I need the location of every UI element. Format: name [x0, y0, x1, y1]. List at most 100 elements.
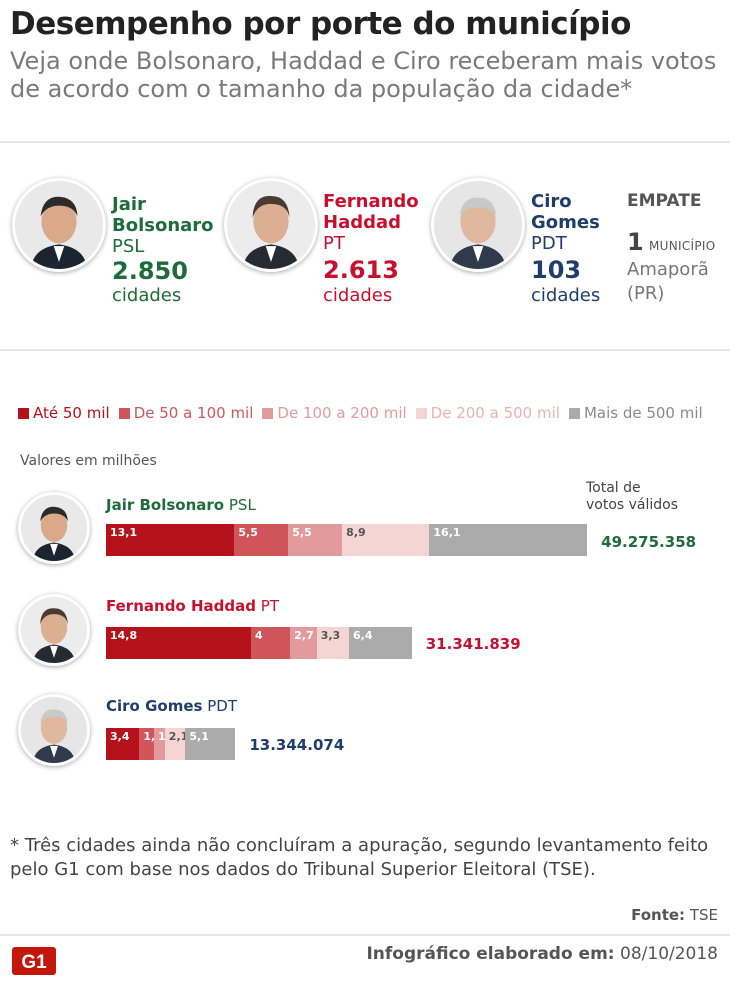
- bolsonaro-photo-icon: [12, 178, 106, 272]
- bar-segment-label: 6,4: [353, 629, 373, 642]
- bar-segment: 5,5: [234, 524, 289, 556]
- bar-segment-label: 13,1: [110, 526, 138, 539]
- haddad-row-photo-icon: [18, 594, 90, 666]
- legend-item: De 200 a 500 mil: [415, 404, 560, 422]
- bar-segment: 2,7: [290, 627, 317, 659]
- ciro-row-photo-icon: [18, 694, 90, 766]
- bolsonaro-stacked-bar: 13,1 5,5 5,5 8,9 16,1: [106, 524, 588, 556]
- tie-count: 1: [627, 228, 644, 256]
- footnote: * Três cidades ainda não concluíram a ap…: [10, 835, 709, 880]
- g1-logo-icon: G1: [12, 947, 56, 975]
- tie-city-state: (PR): [627, 283, 665, 304]
- source-value: TSE: [689, 906, 718, 924]
- haddad-row-full-name: Fernando Haddad: [106, 597, 256, 615]
- bar-segment: 4: [251, 627, 291, 659]
- bar-segment: 13,1: [106, 524, 235, 556]
- bolsonaro-row-photo-icon: [18, 492, 90, 564]
- bar-segment: 1,5: [139, 728, 163, 760]
- legend-label: Até 50 mil: [33, 404, 110, 422]
- tie-label: EMPATE: [627, 191, 702, 211]
- legend-swatch: [568, 407, 580, 419]
- total-header-line2: votos válidos: [586, 497, 679, 513]
- bar-segment: 6,4: [349, 627, 412, 659]
- credit-date: 08/10/2018: [620, 944, 718, 964]
- legend-item: De 100 a 200 mil: [262, 404, 407, 422]
- ciro-stacked-bar: 3,4 1,51,12,15,1: [106, 728, 236, 760]
- haddad-city-unit: cidades: [323, 285, 393, 306]
- g1-logo-text: G1: [21, 952, 47, 973]
- bar-segment-label: 5,5: [238, 526, 258, 539]
- bar-segment-label: 3,3: [320, 629, 341, 642]
- ciro-row-name: Ciro Gomes PDT: [106, 697, 237, 715]
- legend-item: De 50 a 100 mil: [118, 404, 254, 422]
- legend-item: Até 50 mil: [18, 404, 110, 422]
- legend-label: De 50 a 100 mil: [133, 404, 254, 422]
- page-subtitle: Veja onde Bolsonaro, Haddad e Ciro receb…: [10, 47, 717, 103]
- ciro-city-count: 103: [531, 256, 582, 284]
- haddad-party: PT: [323, 233, 345, 254]
- bar-segment-label: 14,8: [110, 629, 138, 642]
- bar-segment: 14,8: [106, 627, 252, 659]
- bar-segment: 1,1: [154, 728, 178, 760]
- legend-swatch: [415, 407, 427, 419]
- tie-count-unit: MUNICÍPIO: [649, 239, 716, 253]
- ciro-row-full-name: Ciro Gomes: [106, 697, 203, 715]
- legend-label: De 200 a 500 mil: [430, 404, 560, 422]
- total-header-line1: Total de: [586, 480, 641, 496]
- haddad-stacked-bar: 14,8 4 2,7 3,3 6,4: [106, 627, 412, 659]
- ciro-last-name: Gomes: [531, 212, 600, 233]
- page-title: Desempenho por porte do município: [10, 6, 631, 42]
- bar-segment-label: 3,4: [110, 730, 130, 743]
- source: Fonte: TSE: [631, 906, 718, 924]
- haddad-first-name: Fernando: [323, 191, 419, 212]
- bar-segment-label: 4: [255, 629, 263, 642]
- bolsonaro-last-name: Bolsonaro: [112, 215, 214, 236]
- legend-item: Mais de 500 mil: [568, 404, 703, 422]
- haddad-photo-icon: [224, 178, 318, 272]
- bar-segment-label: 2,1: [168, 730, 189, 743]
- bolsonaro-party: PSL: [112, 236, 145, 257]
- bar-segment: 5,5: [288, 524, 343, 556]
- bar-segment-label: 5,1: [189, 730, 209, 743]
- haddad-row-name: Fernando Haddad PT: [106, 597, 279, 615]
- tie-city: Amaporã (PR): [627, 258, 709, 306]
- haddad-last-name: Haddad: [323, 212, 402, 233]
- bar-segment-label: 8,9: [346, 526, 366, 539]
- legend-label: Mais de 500 mil: [583, 404, 703, 422]
- haddad-city-count: 2.613: [323, 256, 399, 284]
- credit: Infográfico elaborado em: 08/10/2018: [366, 944, 718, 964]
- source-label: Fonte:: [631, 906, 686, 924]
- bolsonaro-total-votes: 49.275.358: [601, 533, 697, 551]
- tie-city-name: Amaporã: [627, 259, 709, 280]
- ciro-row-party: PDT: [207, 697, 237, 715]
- bolsonaro-row-name: Jair Bolsonaro PSL: [106, 496, 256, 514]
- bolsonaro-first-name: Jair: [112, 194, 146, 215]
- legend-swatch: [18, 407, 29, 419]
- bar-segment-label: 2,7: [294, 629, 314, 642]
- ciro-city-unit: cidades: [531, 285, 601, 306]
- divider: [0, 141, 730, 143]
- bar-segment: 3,4: [106, 728, 140, 760]
- bar-segment: 16,1: [429, 524, 588, 556]
- ciro-party: PDT: [531, 233, 567, 254]
- legend-label: De 100 a 200 mil: [277, 404, 407, 422]
- bolsonaro-city-unit: cidades: [112, 285, 182, 306]
- legend-swatch: [118, 407, 130, 419]
- total-header: Total de votos válidos: [586, 480, 678, 514]
- ciro-first-name: Ciro: [531, 191, 572, 212]
- bar-segment-label: 16,1: [433, 526, 461, 539]
- bar-segment: 8,9: [342, 524, 430, 556]
- bolsonaro-row-party: PSL: [228, 496, 256, 514]
- bar-segment: 5,1: [185, 728, 236, 760]
- credit-label: Infográfico elaborado em:: [366, 944, 615, 964]
- haddad-total-votes: 31.341.839: [425, 635, 521, 653]
- chart-legend: Até 50 mil De 50 a 100 mil De 100 a 200 mi…: [18, 404, 703, 422]
- bar-segment-label: 5,5: [292, 526, 312, 539]
- bolsonaro-row-full-name: Jair Bolsonaro: [106, 496, 225, 514]
- ciro-photo-icon: [431, 178, 525, 272]
- legend-swatch: [262, 407, 274, 419]
- bar-segment: 3,3: [316, 627, 350, 659]
- haddad-row-party: PT: [260, 597, 279, 615]
- bar-segment: 2,1: [164, 728, 189, 760]
- divider: [0, 934, 730, 936]
